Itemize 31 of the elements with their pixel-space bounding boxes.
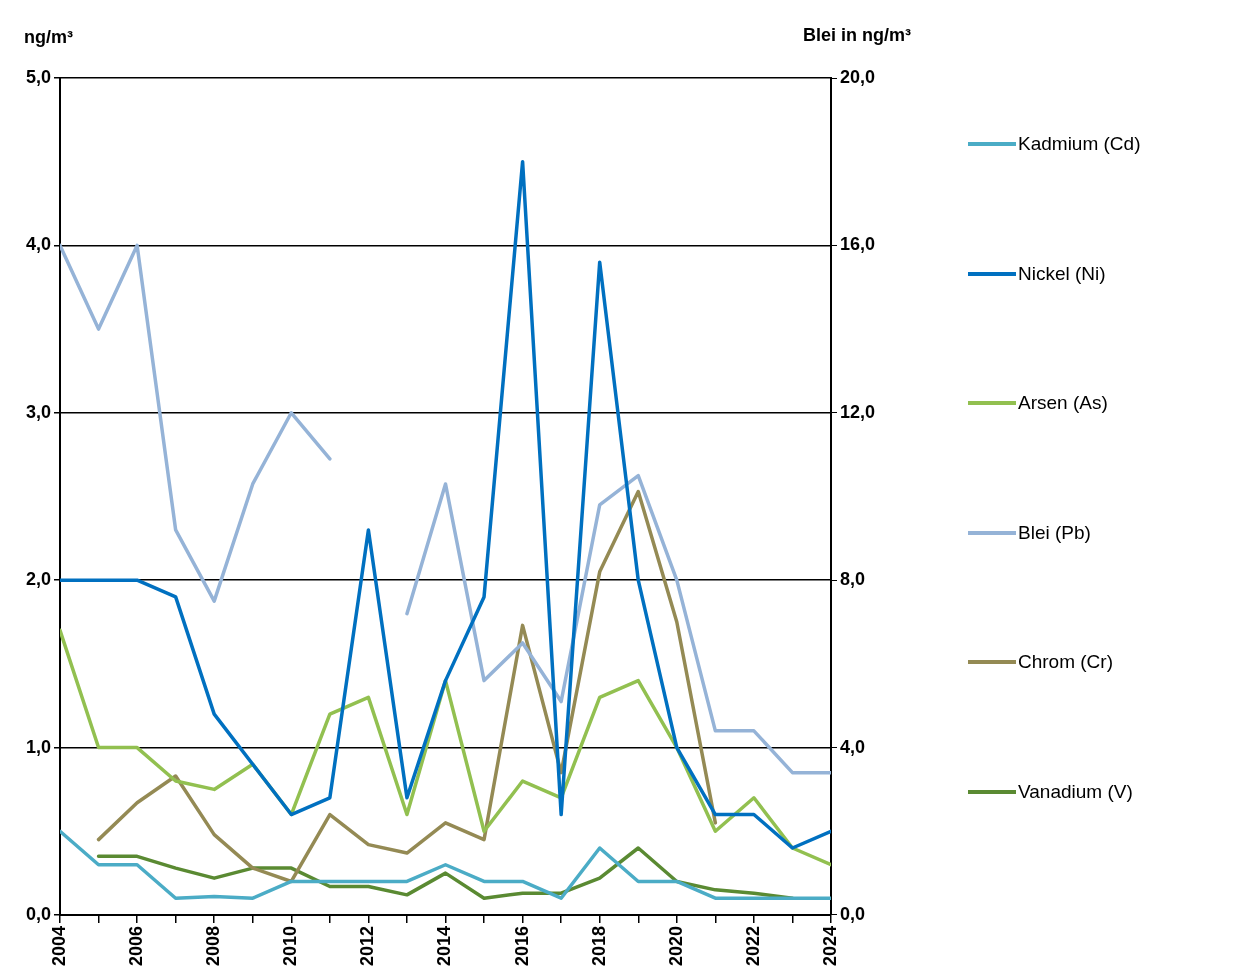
x-tick-label: 2014 <box>434 925 455 966</box>
y-axis-title: ng/m³ <box>24 26 73 47</box>
y2-tick-label: 4,0 <box>840 736 866 757</box>
y-tick-label: 4,0 <box>25 234 51 255</box>
y-tick-label: 2,0 <box>25 569 51 590</box>
legend-label: Chrom (Cr) <box>1018 651 1113 673</box>
y-tick-label: 5,0 <box>25 66 51 87</box>
legend-label: Nickel (Ni) <box>1018 262 1106 285</box>
legend-label: Blei (Pb) <box>1018 521 1091 544</box>
legend-label: Kadmium (Cd) <box>1018 133 1141 155</box>
x-tick-label: 2024 <box>819 925 840 966</box>
y-tick-label: 1,0 <box>25 736 51 757</box>
x-tick-label: 2004 <box>48 925 69 966</box>
x-tick-label: 2016 <box>511 925 532 966</box>
y2-tick-label: 16,0 <box>840 234 876 255</box>
y2-axis-title: Blei in ng/m³ <box>803 24 912 45</box>
legend-label: Arsen (As) <box>1018 392 1108 414</box>
y2-tick-label: 12,0 <box>840 401 876 422</box>
x-tick-label: 2012 <box>357 925 378 966</box>
y2-tick-label: 0,0 <box>840 903 866 924</box>
x-tick-label: 2020 <box>665 925 686 966</box>
x-tick-label: 2022 <box>742 925 763 966</box>
x-tick-label: 2008 <box>203 925 224 966</box>
x-tick-label: 2018 <box>588 925 609 966</box>
y-tick-label: 3,0 <box>25 401 51 422</box>
legend-label: Vanadium (V) <box>1018 780 1133 803</box>
y2-tick-label: 20,0 <box>840 66 876 87</box>
x-tick-label: 2010 <box>280 925 301 966</box>
y2-tick-label: 8,0 <box>840 569 866 590</box>
x-tick-label: 2006 <box>126 925 147 966</box>
y-tick-label: 0,0 <box>25 903 51 924</box>
